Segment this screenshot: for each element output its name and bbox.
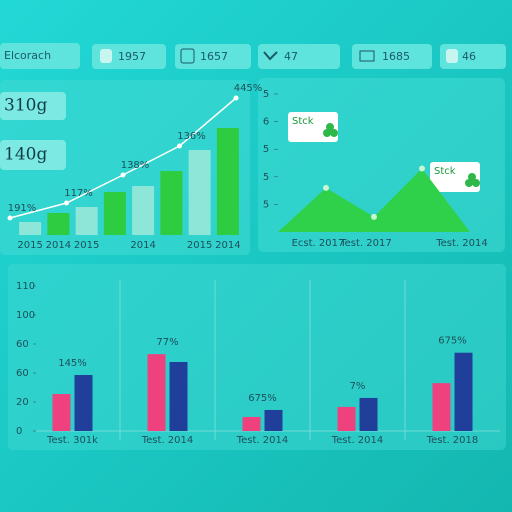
trend-point (64, 200, 69, 206)
area-point (371, 213, 377, 220)
bar (454, 352, 473, 431)
y-tick-label: 6 (263, 117, 269, 128)
bar (432, 383, 451, 431)
annotation: 138% (121, 160, 150, 171)
x-tick-label: Test. 2014 (331, 435, 384, 446)
kpi-box (0, 140, 66, 170)
trend-point (7, 215, 13, 221)
bar (216, 128, 239, 235)
callout-text: Stck (434, 166, 456, 177)
y-tick-label: 5 (263, 89, 269, 100)
x-tick-label: 2014 (215, 240, 240, 251)
bar (359, 397, 378, 431)
stat-value: 46 (462, 50, 476, 63)
y-tick-label: 0 (16, 426, 22, 437)
bar (103, 192, 126, 235)
y-tick-label: 60 (16, 339, 29, 350)
stat-chip[interactable] (352, 44, 432, 69)
bar (337, 406, 356, 431)
kpi-value: 140g (4, 145, 47, 165)
search-box[interactable] (0, 43, 80, 69)
callout-text: Stck (292, 116, 314, 127)
search-text: Elcorach (4, 49, 51, 62)
y-tick-label: 100 (16, 310, 35, 321)
x-tick-label: Ecst. 2017 (292, 238, 345, 249)
y-tick-label: 5 (263, 144, 269, 155)
chip-icon (359, 50, 375, 62)
area-point (419, 165, 425, 172)
callout-icon (323, 123, 480, 187)
chip-icon (263, 51, 278, 61)
x-tick-label: 2015 (187, 240, 212, 251)
y-tick-label: 5 (263, 199, 269, 210)
y-tick-label: 5 (263, 172, 269, 183)
bar (19, 222, 42, 235)
annotation: 77% (156, 337, 178, 348)
x-tick-label: 2014 (46, 240, 71, 251)
stat-value: 1957 (118, 50, 146, 63)
bar (132, 186, 155, 235)
annotation: 675% (248, 393, 277, 404)
panel (8, 264, 506, 450)
stat-value: 47 (284, 50, 298, 63)
x-tick-label: 2014 (130, 240, 155, 251)
x-tick-label: 2015 (74, 240, 99, 251)
x-tick-label: Test. 2014 (141, 435, 194, 446)
kpi-value: 310g (4, 96, 47, 116)
bar (264, 409, 283, 431)
chip-icon (180, 48, 195, 64)
bar (160, 171, 183, 235)
stat-chip[interactable] (258, 44, 340, 69)
bar (242, 416, 261, 431)
annotation: 675% (438, 336, 467, 347)
y-tick-label: 20 (16, 397, 29, 408)
trend-point (120, 172, 126, 178)
separators (119, 280, 406, 440)
panel (0, 80, 250, 255)
bar (75, 207, 98, 235)
bar (188, 150, 211, 235)
area-point (323, 184, 329, 191)
chip-icon (446, 49, 458, 63)
annotation: 445% (234, 83, 263, 94)
x-tick-label: Test. 2014 (435, 238, 488, 249)
annotation: 145% (58, 358, 87, 369)
x-tick-label: Test. 2017 (339, 238, 392, 249)
bar (74, 375, 93, 431)
trend-point (177, 143, 182, 149)
kpi-box (0, 92, 66, 120)
y-tick-label: 110 (16, 281, 35, 292)
stat-value: 1657 (200, 50, 228, 63)
annotation: 191% (8, 203, 37, 214)
x-tick-label: Test. 301k (46, 435, 98, 446)
bar (52, 394, 71, 431)
stat-value: 1685 (382, 50, 410, 63)
chip-icon (100, 49, 112, 63)
area (278, 168, 470, 232)
x-tick-label: Test. 2018 (426, 435, 479, 446)
trend-point (233, 95, 239, 101)
bar (169, 361, 188, 431)
annotation: 136% (177, 131, 206, 142)
annotation: 117% (64, 188, 93, 199)
x-tick-label: Test. 2014 (236, 435, 289, 446)
annotation: 7% (350, 381, 366, 392)
y-tick-label: 60 (16, 368, 29, 379)
bar (47, 213, 70, 235)
bar (147, 354, 166, 431)
stat-chips: 1957 1657 47 1685 46 (92, 44, 506, 69)
x-tick-label: 2015 (17, 240, 42, 251)
